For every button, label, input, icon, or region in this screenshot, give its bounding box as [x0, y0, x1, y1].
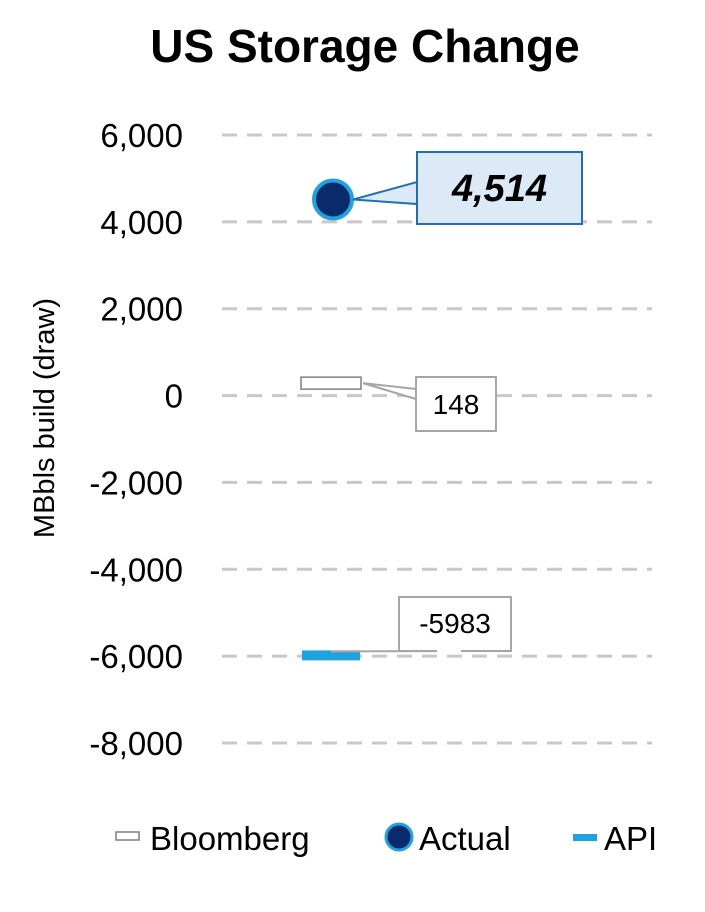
y-tick-label: -8,000 — [89, 725, 183, 762]
bloomberg-data-label: 148 — [433, 389, 480, 420]
bloomberg-marker — [300, 376, 362, 390]
api-marker — [302, 650, 360, 661]
actual-data-label: 4,514 — [451, 168, 547, 210]
actual-callout-box — [416, 151, 583, 225]
y-tick-label: 0 — [165, 378, 183, 415]
actual-callout-pointer — [352, 180, 418, 206]
y-tick-label: -6,000 — [89, 638, 183, 675]
bloomberg-callout-pointer — [362, 382, 417, 401]
y-tick-labels: 6,000 4,000 2,000 0 -2,000 -4,000 -6,000 -8,000 — [89, 117, 183, 762]
legend-api-label: API — [604, 820, 657, 857]
y-tick-label: -2,000 — [89, 464, 183, 501]
chart-title: US Storage Change — [150, 20, 579, 72]
legend-api-swatch — [573, 834, 597, 841]
y-tick-label: 6,000 — [100, 117, 183, 154]
api-callout-box — [398, 596, 512, 652]
y-tick-label: -4,000 — [89, 551, 183, 588]
data-callouts: 4,514 148 -5983 — [330, 151, 583, 653]
api-callout-join — [437, 649, 461, 652]
legend-actual-label: Actual — [419, 820, 511, 857]
y-axis-label: MBbls build (draw) — [29, 298, 61, 538]
actual-callout-join — [418, 182, 421, 204]
actual-marker — [312, 178, 354, 221]
bloomberg-callout-box — [415, 376, 497, 432]
data-marks — [300, 178, 362, 661]
legend: Bloomberg Actual API — [115, 820, 657, 857]
y-tick-label: 4,000 — [100, 204, 183, 241]
bloomberg-callout-join — [417, 389, 420, 399]
api-data-label: -5983 — [419, 608, 491, 639]
legend-actual-swatch — [384, 822, 414, 852]
legend-bloomberg-label: Bloomberg — [150, 820, 310, 857]
legend-bloomberg-swatch — [115, 831, 140, 841]
y-tick-label: 2,000 — [100, 291, 183, 328]
